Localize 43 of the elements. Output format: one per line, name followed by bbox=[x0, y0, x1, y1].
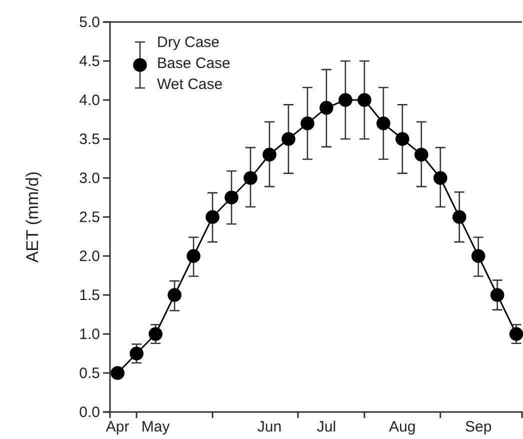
point bbox=[224, 190, 238, 204]
x-tick-label: Jul bbox=[316, 418, 336, 436]
y-tick-label: 5.0 bbox=[79, 14, 100, 31]
y-tick-label: 0.5 bbox=[79, 364, 100, 382]
point bbox=[509, 327, 523, 341]
point bbox=[262, 148, 276, 162]
y-tick-label: 2.0 bbox=[79, 248, 100, 265]
x-tick-label: Aug bbox=[389, 418, 416, 436]
point bbox=[206, 210, 220, 224]
legend-label: Base Case bbox=[157, 55, 230, 72]
point bbox=[186, 249, 200, 263]
annotation: Wet Case bbox=[157, 76, 223, 93]
point bbox=[490, 288, 504, 302]
point bbox=[358, 93, 372, 107]
y-tick-label: 4.5 bbox=[79, 52, 100, 70]
y-tick-label: 0.0 bbox=[79, 404, 100, 421]
point bbox=[130, 346, 144, 360]
point bbox=[282, 132, 296, 146]
x-tick-label: Jun bbox=[257, 418, 282, 436]
x-tick-label: May bbox=[141, 418, 170, 436]
point bbox=[168, 288, 182, 302]
x-tick-label: Apr bbox=[106, 418, 130, 436]
y-tick-label: 1.5 bbox=[79, 286, 100, 304]
point bbox=[320, 100, 334, 115]
point bbox=[452, 210, 466, 224]
y-tick-label: 1.0 bbox=[79, 326, 100, 343]
annotation: Dry Case bbox=[157, 34, 220, 51]
point bbox=[338, 93, 352, 107]
point bbox=[471, 249, 486, 263]
point bbox=[433, 171, 448, 185]
point bbox=[414, 148, 428, 162]
point bbox=[376, 116, 390, 130]
point bbox=[148, 327, 162, 341]
y-tick-label: 4.0 bbox=[79, 92, 100, 109]
y-axis-title: AET (mm/d) bbox=[23, 171, 42, 263]
point bbox=[110, 366, 125, 380]
y-tick-label: 3.5 bbox=[79, 130, 100, 148]
y-tick-label: 3.0 bbox=[79, 170, 100, 187]
point bbox=[244, 171, 258, 185]
point bbox=[395, 132, 410, 146]
x-tick-label: Sep bbox=[464, 418, 492, 436]
point bbox=[300, 116, 314, 130]
y-tick-label: 2.5 bbox=[79, 208, 100, 226]
